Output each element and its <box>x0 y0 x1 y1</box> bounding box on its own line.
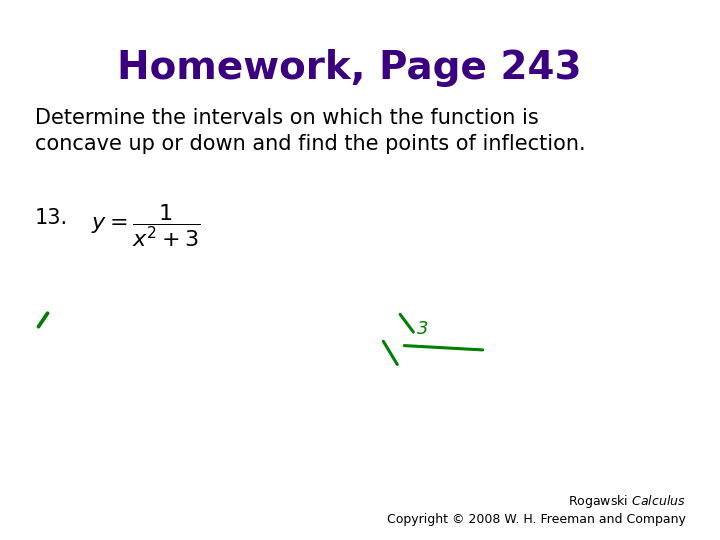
Text: Determine the intervals on which the function is
concave up or down and find the: Determine the intervals on which the fun… <box>35 108 585 154</box>
Text: Rogawski $\it{Calculus}$: Rogawski $\it{Calculus}$ <box>568 494 685 510</box>
Text: Copyright © 2008 W. H. Freeman and Company: Copyright © 2008 W. H. Freeman and Compa… <box>387 514 685 526</box>
Text: Homework, Page 243: Homework, Page 243 <box>117 49 582 86</box>
Text: 3: 3 <box>417 320 428 338</box>
Text: 13.: 13. <box>35 208 68 228</box>
Text: $y = \dfrac{1}{x^2+3}$: $y = \dfrac{1}{x^2+3}$ <box>91 202 200 249</box>
